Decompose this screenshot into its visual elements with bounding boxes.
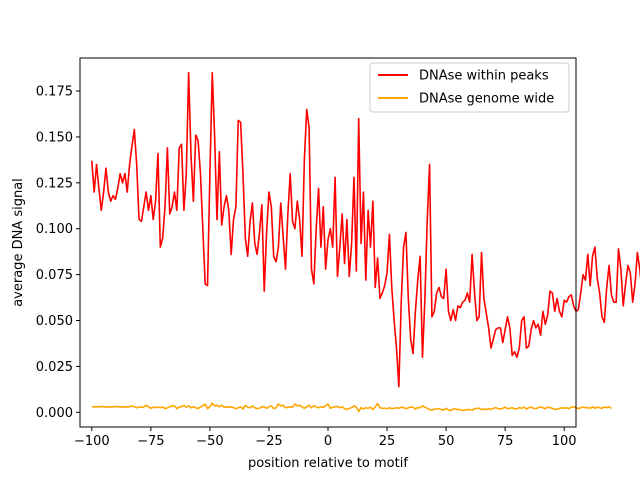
legend: DNAse within peaks DNAse genome wide xyxy=(369,62,570,113)
series-line-dnase-within-peaks xyxy=(91,71,640,388)
y-tick-label: 0.050 xyxy=(36,314,73,329)
y-tick-label: 0.150 xyxy=(36,130,73,145)
legend-label-within-peaks: DNAse within peaks xyxy=(419,69,549,84)
series-layer xyxy=(91,71,640,413)
x-tick-label: −100 xyxy=(74,434,110,449)
legend-label-genome-wide: DNAse genome wide xyxy=(419,92,554,107)
y-tick-label: 0.100 xyxy=(36,222,73,237)
x-tick-label: −75 xyxy=(137,434,164,449)
y-tick-label: 0.175 xyxy=(36,85,73,100)
x-tick-label: 25 xyxy=(379,434,396,449)
x-tick-label: −50 xyxy=(196,434,223,449)
y-axis-label: average DNA signal xyxy=(11,178,26,307)
x-tick-label: 75 xyxy=(497,434,514,449)
series-line-dnase-genome-wide xyxy=(91,402,612,413)
legend-box xyxy=(369,62,570,113)
x-axis-label: position relative to motif xyxy=(248,456,408,471)
x-tick-label: 50 xyxy=(438,434,455,449)
x-tick-label: 100 xyxy=(552,434,577,449)
x-tick-label: 0 xyxy=(324,434,332,449)
y-tick-label: 0.125 xyxy=(36,176,73,191)
x-axis: −100 −75 −50 −25 0 25 50 75 100 xyxy=(74,427,577,449)
y-tick-label: 0.075 xyxy=(36,268,73,283)
x-tick-label: −25 xyxy=(255,434,282,449)
y-axis: 0.000 0.025 0.050 0.075 0.100 0.125 0.150 0.175 xyxy=(36,85,80,421)
y-tick-label: 0.000 xyxy=(36,406,73,421)
y-tick-label: 0.025 xyxy=(36,360,73,375)
